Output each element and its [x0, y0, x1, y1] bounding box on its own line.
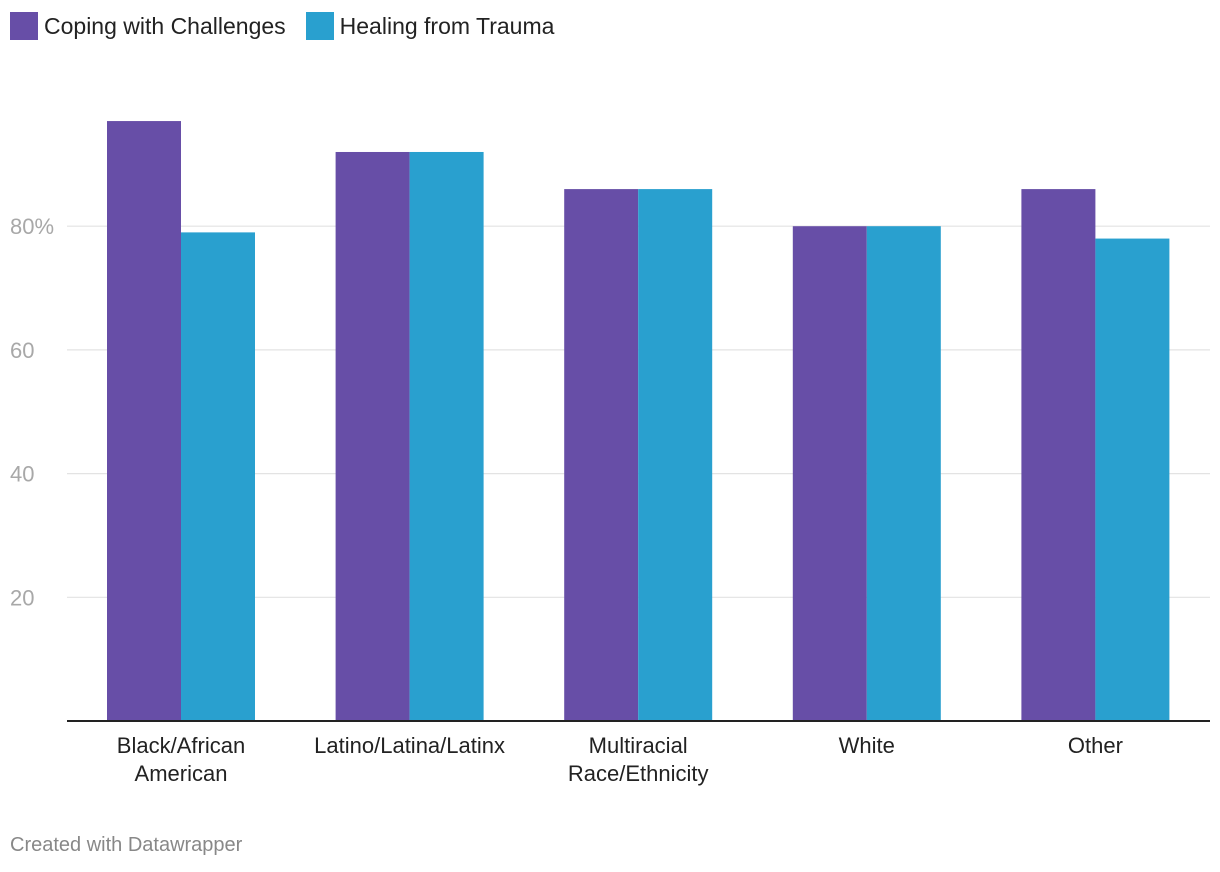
x-tick-label-1: Latino/Latina/Latinx: [314, 733, 505, 758]
datawrapper-credit: Created with Datawrapper: [10, 834, 243, 856]
legend-item-healing: Healing from Trauma: [305, 12, 555, 40]
bar-coping-2: [564, 189, 639, 722]
bar-healing-3: [866, 226, 941, 721]
bar-chart: 20 40 60 80% Black/African American Latino/Lat…: [10, 121, 1210, 786]
x-tick-label-2: Multiracial Race/Ethnicity: [568, 733, 709, 786]
legend-label-healing: Healing from Trauma: [339, 12, 555, 39]
chart-legend: Coping with Challenges Healing from Trau…: [10, 12, 574, 40]
y-tick-label-60: 60: [10, 338, 34, 363]
legend-item-coping: Coping with Challenges: [10, 12, 286, 40]
x-tick-label-4: Other: [1068, 733, 1123, 758]
y-tick-label-20: 20: [10, 585, 34, 610]
x-tick-label-3: White: [839, 733, 895, 758]
bar-healing-4: [1095, 238, 1170, 721]
legend-swatch-healing: [305, 12, 334, 40]
bar-healing-0: [181, 232, 255, 721]
legend-swatch-coping: [10, 12, 38, 40]
legend-label-coping: Coping with Challenges: [44, 12, 286, 39]
bar-coping-0: [107, 121, 181, 722]
x-tick-label-0: Black/African American: [117, 733, 245, 786]
bar-coping-4: [1021, 189, 1096, 722]
bar-healing-2: [638, 189, 713, 722]
y-tick-label-80: 80%: [10, 214, 54, 239]
bar-healing-1: [409, 151, 484, 722]
bar-coping-3: [792, 226, 867, 721]
y-tick-label-40: 40: [10, 462, 34, 487]
bar-coping-1: [335, 151, 410, 722]
